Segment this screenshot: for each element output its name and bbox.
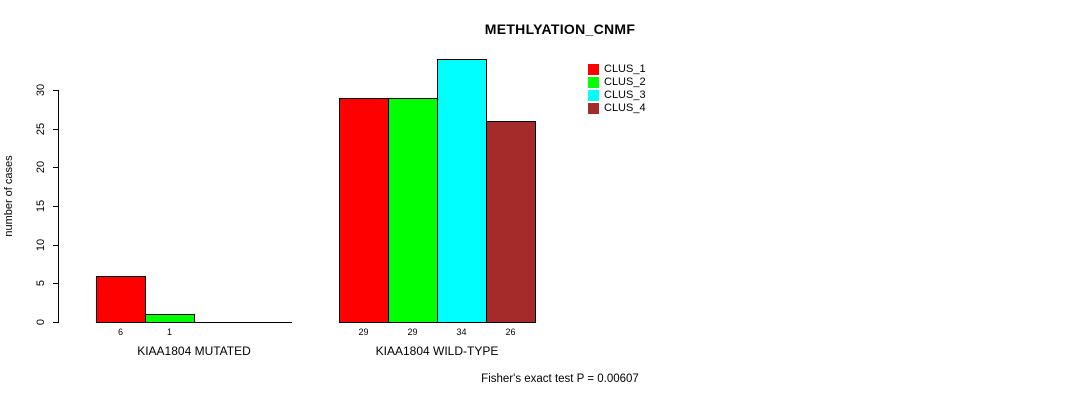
bar — [145, 314, 195, 323]
y-tick — [53, 245, 58, 246]
bar — [388, 98, 438, 323]
bar — [437, 59, 487, 323]
bar-value-label: 29 — [358, 327, 369, 337]
bar — [339, 98, 389, 323]
y-axis-line — [58, 90, 59, 323]
legend-label: CLUS_4 — [604, 102, 646, 114]
legend-swatch-icon — [588, 64, 599, 75]
legend-label: CLUS_1 — [604, 63, 646, 75]
y-tick-label: 15 — [35, 199, 47, 213]
legend-item: CLUS_3 — [588, 90, 646, 101]
bar — [486, 121, 536, 323]
y-tick-label: 0 — [35, 318, 47, 326]
legend-label: CLUS_3 — [604, 89, 646, 101]
legend-swatch-icon — [588, 103, 599, 114]
legend-item: CLUS_2 — [588, 77, 646, 88]
footnote-text: Fisher's exact test P = 0.00607 — [481, 373, 639, 385]
group-label: KIAA1804 WILD-TYPE — [375, 344, 499, 358]
bar-value-label: 29 — [407, 327, 418, 337]
y-tick — [53, 206, 58, 207]
chart-title: METHLYATION_CNMF — [484, 21, 636, 37]
y-tick-label: 10 — [35, 238, 47, 252]
bar — [96, 276, 146, 323]
bar-value-label: 34 — [456, 327, 467, 337]
legend-item: CLUS_1 — [588, 64, 646, 75]
y-tick-label: 20 — [35, 160, 47, 174]
y-tick — [53, 283, 58, 284]
legend-label: CLUS_2 — [604, 76, 646, 88]
y-tick — [53, 129, 58, 130]
legend-swatch-icon — [588, 90, 599, 101]
y-tick — [53, 90, 58, 91]
y-tick — [53, 322, 58, 323]
y-tick-label: 5 — [35, 279, 47, 287]
y-tick-label: 30 — [35, 83, 47, 97]
legend-swatch-icon — [588, 77, 599, 88]
y-tick-label: 25 — [35, 122, 47, 136]
bar-value-label: 6 — [117, 327, 123, 337]
bar-value-label: 1 — [166, 327, 172, 337]
group-label: KIAA1804 MUTATED — [137, 344, 251, 358]
legend-item: CLUS_4 — [588, 103, 646, 114]
y-tick — [53, 167, 58, 168]
bar-value-label: 26 — [505, 327, 516, 337]
legend: CLUS_1 CLUS_2 CLUS_3 CLUS_4 — [588, 64, 646, 114]
